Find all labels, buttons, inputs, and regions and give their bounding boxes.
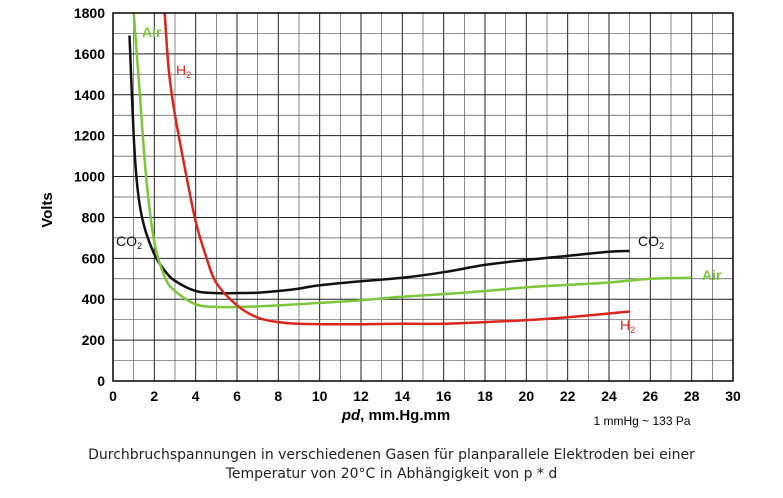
x-tick-label: 30	[725, 388, 741, 404]
co2-label-right-main: CO	[638, 233, 659, 249]
breakdown-voltage-chart: 0 2 4 6 8 10 12 14 16 18 20 22 24 26 28 30 020040060080…	[39, 5, 741, 428]
series-line-h2	[163, 12, 630, 326]
h2-label-top: H2	[176, 62, 191, 80]
x-tick-label: 2	[150, 388, 158, 404]
x-tick-label: 12	[353, 388, 369, 404]
y-tick-label: 0	[97, 373, 105, 389]
y-tick-label: 1600	[74, 46, 105, 62]
x-axis-title-italic: pd	[341, 407, 361, 424]
x-tick-label: 8	[274, 388, 282, 404]
x-axis-title: pd, mm.Hg.mm	[341, 407, 450, 424]
series-line-air	[132, 12, 692, 309]
x-tick-label: 22	[560, 388, 576, 404]
x-tick-label: 16	[436, 388, 452, 404]
h2-label-right-sub: 2	[630, 325, 635, 335]
series-lines	[128, 12, 692, 326]
air-label-top: Air	[142, 24, 162, 40]
x-tick-label: 20	[519, 388, 535, 404]
co2-label-right-sub: 2	[659, 241, 664, 251]
co2-label-left-main: CO	[116, 233, 137, 249]
y-tick-label: 800	[82, 209, 106, 225]
y-tick-label: 400	[82, 291, 106, 307]
y-tick-label: 1800	[74, 5, 105, 21]
h2-label-right-main: H	[620, 317, 630, 333]
y-tick-label: 200	[82, 332, 106, 348]
co2-label-right: CO2	[638, 233, 664, 251]
x-tick-label: 18	[477, 388, 493, 404]
y-tick-label: 1200	[74, 128, 105, 144]
x-tick-label: 4	[192, 388, 200, 404]
co2-label-left: CO2	[116, 233, 142, 251]
y-tick-label: 1000	[74, 169, 105, 185]
x-axis-title-unit: , mm.Hg.mm	[360, 407, 450, 424]
y-tick-label: 600	[82, 250, 106, 266]
x-tick-label: 10	[312, 388, 328, 404]
plot-frame	[112, 12, 734, 382]
x-tick-labels: 0 2 4 6 8 10 12 14 16 18 20 22 24 26 28 30	[109, 388, 741, 404]
x-tick-label: 28	[684, 388, 700, 404]
h2-label-right: H2	[620, 317, 635, 335]
y-axis-title: Volts	[39, 192, 56, 228]
co2-label-left-sub: 2	[137, 241, 142, 251]
caption-line-2: Temperatur von 20°C in Abhängigkeit von …	[225, 466, 558, 482]
h2-label-top-sub: 2	[186, 70, 191, 80]
h2-label-top-main: H	[176, 62, 186, 78]
x-tick-label: 24	[601, 388, 617, 404]
grid	[113, 13, 733, 381]
figure-caption: Durchbruchspannungen in verschiedenen Ga…	[0, 446, 783, 484]
x-tick-label: 14	[395, 388, 411, 404]
x-tick-label: 0	[109, 388, 117, 404]
y-tick-label: 1400	[74, 87, 105, 103]
x-tick-label: 6	[233, 388, 241, 404]
caption-line-1: Durchbruchspannungen in verschiedenen Ga…	[88, 447, 695, 463]
air-label-right: Air	[702, 267, 722, 283]
unit-conversion-note: 1 mmHg ~ 133 Pa	[593, 414, 690, 428]
x-tick-label: 26	[643, 388, 659, 404]
y-tick-labels: 0 200 400 600 800 1000 1200 1400 1600 1800	[74, 5, 105, 389]
series-line-co2	[128, 35, 630, 295]
